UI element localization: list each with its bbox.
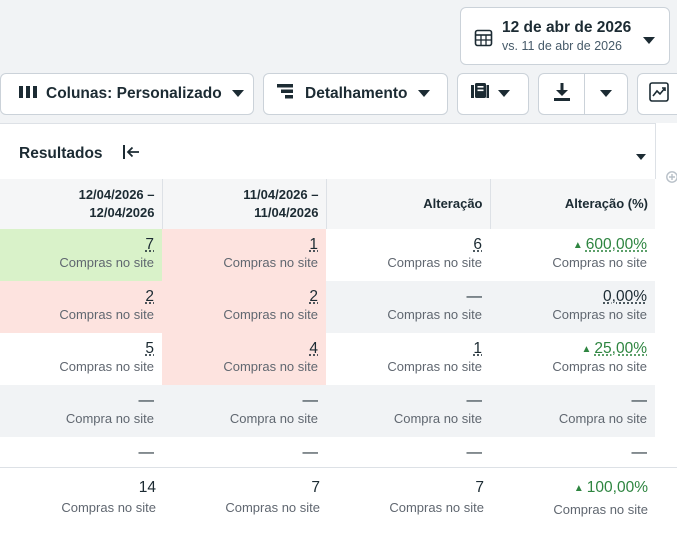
- total-cell: ▲ 100,00% Compras no site: [553, 479, 648, 517]
- total-cell: 7 Compras no site: [389, 479, 484, 515]
- table-cell: 5 Compras no site: [59, 340, 154, 374]
- table-cell: — Compra no site: [490, 385, 655, 437]
- table-row: — Compra no site — Compra no site — Compra …: [0, 385, 655, 437]
- download-icon: [553, 82, 570, 106]
- table-cell: —: [490, 437, 655, 469]
- breakdown-label: Detalhamento: [305, 85, 408, 102]
- results-header: Resultados: [0, 123, 655, 179]
- comparison-range-label: vs. 11 de abr de 2026: [502, 39, 622, 53]
- table-row: 5 Compras no site 4 Compras no site 1 Compr…: [0, 333, 655, 385]
- table-row: 7 Compras no site 1 Compras no site 6 Compr…: [0, 229, 655, 281]
- table-cell: — Compra no site: [162, 385, 326, 437]
- column-header-change-percent[interactable]: Alteração (%): [490, 179, 655, 229]
- caret-down-icon[interactable]: [636, 148, 646, 166]
- column-header-change[interactable]: Alteração: [326, 179, 491, 229]
- table-cell: — Compra no site: [326, 385, 490, 437]
- caret-down-icon: [643, 32, 655, 50]
- caret-down-icon: [417, 85, 430, 103]
- totals-divider: [0, 467, 677, 468]
- column-divider: [655, 123, 656, 179]
- toolbar-area: 12 de abr de 2026 vs. 11 de abr de 2026 …: [0, 0, 677, 123]
- column-header-previous[interactable]: 11/04/2026 –11/04/2026: [162, 179, 327, 229]
- collapse-left-icon[interactable]: [123, 145, 140, 164]
- table-cell: 2 Compras no site: [162, 281, 326, 333]
- caret-down-icon: [498, 85, 510, 103]
- breakdown-button[interactable]: Detalhamento: [263, 73, 448, 115]
- table-cell: ▲ 25,00% Compras no site: [552, 340, 647, 374]
- reports-icon: [471, 83, 489, 105]
- table-row: 2 Compras no site 2 Compras no site — Compr…: [0, 281, 655, 333]
- export-options-button[interactable]: [585, 74, 627, 114]
- table-cell: ▲ 600,00% Compras no site: [552, 236, 647, 270]
- table-cell: —: [162, 437, 326, 469]
- table-cell: 1 Compras no site: [387, 340, 482, 374]
- results-title: Resultados: [19, 145, 103, 162]
- date-range-label: 12 de abr de 2026: [502, 19, 632, 36]
- chart-button[interactable]: [637, 73, 677, 115]
- table-cell: — Compra no site: [0, 385, 162, 437]
- columns-button[interactable]: Colunas: Personalizado: [0, 73, 254, 115]
- table-cell: —: [0, 437, 162, 469]
- table-cell: 6 Compras no site: [387, 236, 482, 270]
- export-button-group: [538, 73, 628, 115]
- table-cell: 4 Compras no site: [162, 333, 326, 385]
- table-cell: 1 Compras no site: [162, 229, 326, 281]
- columns-icon: [19, 85, 37, 104]
- table-row: — — — —: [0, 437, 655, 469]
- arrow-up-icon: ▲: [572, 240, 583, 251]
- total-cell: 14 Compras no site: [61, 479, 156, 515]
- table-header-row: 12/04/2026 –12/04/2026 11/04/2026 –11/04…: [0, 179, 655, 229]
- table-cell: —: [326, 437, 490, 469]
- calendar-icon: [474, 28, 493, 52]
- export-button[interactable]: [539, 74, 585, 114]
- arrow-up-icon: ▲: [573, 483, 584, 494]
- reports-button[interactable]: [457, 73, 529, 115]
- column-header-current[interactable]: 12/04/2026 –12/04/2026: [0, 179, 163, 229]
- caret-down-icon: [231, 85, 244, 103]
- caret-down-icon: [600, 85, 612, 103]
- date-range-picker[interactable]: 12 de abr de 2026 vs. 11 de abr de 2026: [460, 7, 670, 65]
- plus-circle-icon[interactable]: [666, 170, 677, 188]
- table-cell: 0,00% Compras no site: [490, 281, 655, 333]
- table-cell: — Compras no site: [326, 281, 490, 333]
- table-cell: 7 Compras no site: [0, 229, 162, 281]
- chart-icon: [649, 81, 669, 107]
- columns-label: Colunas: Personalizado: [46, 85, 222, 102]
- arrow-up-icon: ▲: [581, 344, 592, 355]
- table-cell: 2 Compras no site: [0, 281, 162, 333]
- breakdown-icon: [277, 84, 293, 104]
- total-cell: 7 Compras no site: [225, 479, 320, 515]
- totals-row: 14 Compras no site 7 Compras no site 7 Comp…: [0, 468, 677, 541]
- comparison-table: 12/04/2026 –12/04/2026 11/04/2026 –11/04…: [0, 179, 655, 469]
